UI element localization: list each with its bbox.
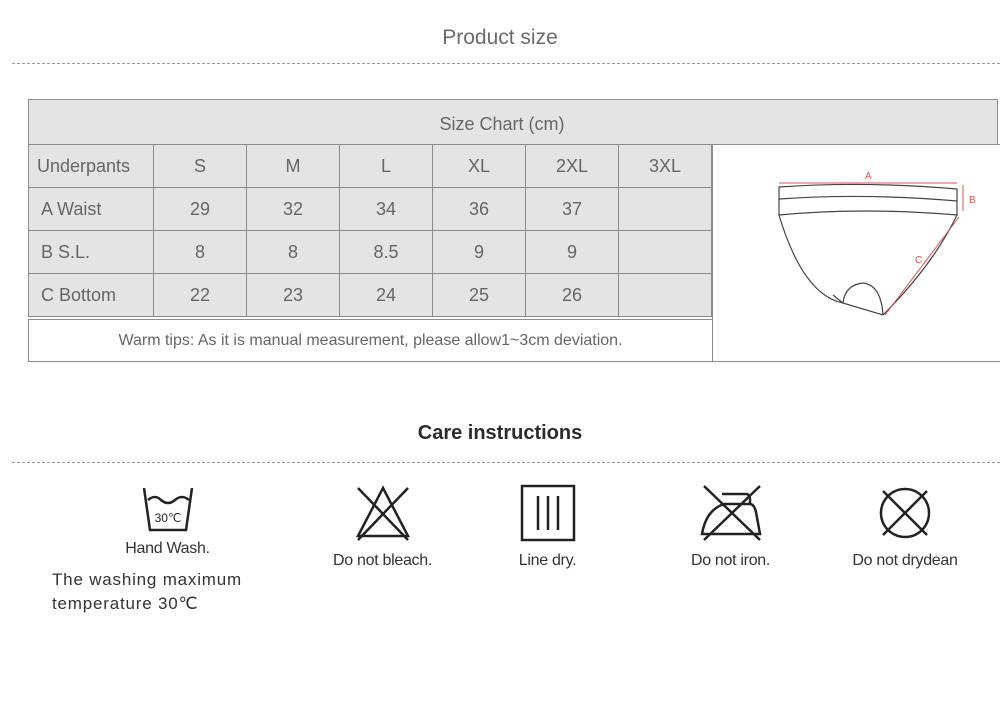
underpants-diagram: A B C [712,144,1000,362]
table-cell: 23 [246,273,340,317]
line-dry-icon [520,484,575,542]
table-cell: 34 [339,187,433,231]
care-label: Hand Wash. [125,540,210,557]
care-instructions-title: Care instructions [417,422,583,444]
table-cell [618,273,712,317]
label-a: A [865,171,872,182]
hand-wash-30-icon: 30℃ [142,487,193,532]
table-cell: 8.5 [339,230,433,274]
temperature-label: 30℃ [154,511,181,525]
row-label: A Waist [28,187,154,231]
table-cell: 8 [153,230,247,274]
hand-wash-note-line: temperature 30℃ [52,594,199,613]
label-b: B [969,195,976,206]
care-item-do-not-bleach: Do not bleach. [315,482,450,570]
care-label: Line dry. [518,552,577,569]
table-row: C Bottom 22 23 24 25 26 [28,273,712,317]
table-cell: 9 [525,230,619,274]
do-not-iron-icon [700,485,761,541]
product-size-title: Product size [442,26,558,49]
care-item-hand-wash: 30℃ Hand Wash. [100,482,235,558]
hand-wash-note: The washing maximum temperature 30℃ [52,568,242,616]
label-c: C [915,255,922,266]
row-label: C Bottom [28,273,154,317]
care-label: Do not bleach. [333,552,432,569]
table-cell: 32 [246,187,340,231]
table-header-row: Underpants S M L XL 2XL 3XL [28,144,712,188]
table-cell: 24 [339,273,433,317]
table-cell: 36 [432,187,526,231]
care-item-line-dry: Line dry. [480,482,615,570]
do-not-bleach-icon [355,485,410,541]
table-cell: 22 [153,273,247,317]
warm-tips: Warm tips: As it is manual measurement, … [28,319,713,362]
column-header: XL [432,144,526,188]
column-header: M [246,144,340,188]
row-label: B S.L. [28,230,154,274]
care-item-do-not-dryclean: Do not drydean [835,482,975,570]
table-cell: 25 [432,273,526,317]
column-header: S [153,144,247,188]
care-label: Do not iron. [690,552,771,569]
size-chart-header: Size Chart (cm) [28,99,998,145]
table-cell [618,187,712,231]
care-label: Do not drydean [852,552,958,569]
table-cell: 29 [153,187,247,231]
divider [12,63,1000,64]
table-cell: 37 [525,187,619,231]
table-cell [618,230,712,274]
table-cell: 8 [246,230,340,274]
column-header: Underpants [28,144,154,188]
table-row: A Waist 29 32 34 36 37 [28,187,712,231]
column-header: L [339,144,433,188]
hand-wash-note-line: The washing maximum [52,570,242,589]
size-table: Underpants S M L XL 2XL 3XL A Waist 29 3… [28,144,712,317]
underpants-illustration: A B C [778,171,976,316]
do-not-dryclean-icon [879,487,931,539]
table-row: B S.L. 8 8 8.5 9 9 [28,230,712,274]
table-cell: 9 [432,230,526,274]
column-header: 3XL [618,144,712,188]
care-item-do-not-iron: Do not iron. [663,482,798,570]
column-header: 2XL [525,144,619,188]
table-cell: 26 [525,273,619,317]
size-chart-title: Size Chart (cm) [439,114,565,134]
size-chart: Size Chart (cm) Underpants S M L XL 2XL … [28,99,1000,362]
divider [12,462,1000,463]
